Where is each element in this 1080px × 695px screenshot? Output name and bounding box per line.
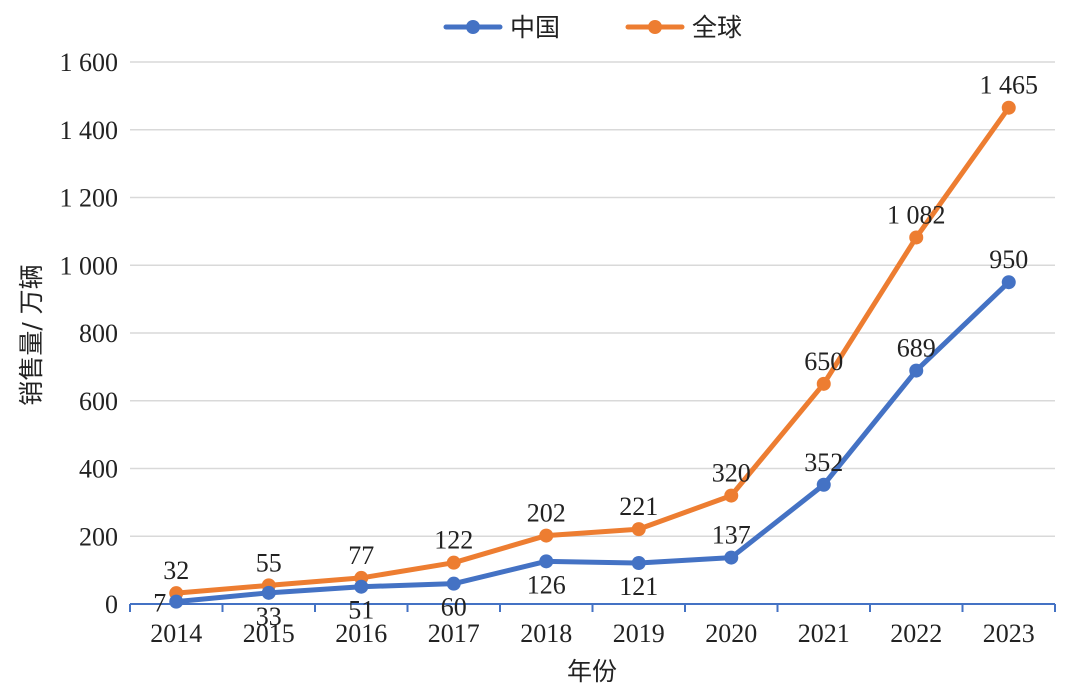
legend-label-global: 全球 <box>692 13 742 42</box>
data-label-china: 51 <box>348 596 374 625</box>
x-tick-label: 2022 <box>890 619 942 648</box>
data-label-china: 126 <box>527 570 566 599</box>
data-labels: 32 55 77 122 202 221 320 650 1 082 1 465 7 33 51 60 12… <box>153 71 1038 631</box>
data-label-china: 352 <box>804 448 843 477</box>
y-tick-label: 1 400 <box>60 116 119 145</box>
x-tick-label: 2023 <box>983 619 1035 648</box>
data-point-china <box>816 477 831 492</box>
y-tick-label: 600 <box>79 387 118 416</box>
data-label-china: 121 <box>619 572 658 601</box>
y-tick-label: 200 <box>79 522 118 551</box>
data-label-global: 77 <box>348 541 374 570</box>
y-tick-label: 1 200 <box>60 184 119 213</box>
data-point-china <box>539 554 554 569</box>
x-tick-label: 2021 <box>798 619 850 648</box>
y-tick-label: 1 600 <box>60 48 119 77</box>
x-tick-label: 2020 <box>705 619 757 648</box>
series-line-global <box>173 105 1012 596</box>
x-axis-title: 年份 <box>567 657 617 686</box>
x-tick-label: 2017 <box>428 619 480 648</box>
data-label-global: 320 <box>712 459 751 488</box>
data-point-china <box>169 594 184 609</box>
x-tick-label: 2014 <box>150 619 202 648</box>
data-point-china <box>631 556 646 571</box>
data-point-china <box>909 363 924 378</box>
series-points <box>169 100 1016 609</box>
y-tick-label: 800 <box>79 319 118 348</box>
series-lines <box>173 105 1012 605</box>
y-tick-label: 1 000 <box>60 251 119 280</box>
data-point-global <box>724 488 739 503</box>
x-tick-label: 2015 <box>243 619 295 648</box>
gridlines <box>130 61 1055 537</box>
data-label-china: 137 <box>712 521 751 550</box>
data-point-global <box>539 528 554 543</box>
data-label-global: 122 <box>434 526 473 555</box>
x-axis: 2014 2015 2016 2017 2018 2019 2020 2021 2022 2023 <box>129 603 1056 648</box>
data-point-global <box>1001 100 1016 115</box>
data-point-china <box>261 585 276 600</box>
data-label-global: 55 <box>256 548 282 577</box>
data-point-global <box>631 522 646 537</box>
data-point-global <box>816 376 831 391</box>
x-tick-label: 2016 <box>335 619 387 648</box>
data-point-china <box>1001 275 1016 290</box>
data-label-global: 202 <box>527 499 566 528</box>
legend-marker-china <box>466 20 480 34</box>
data-label-global: 221 <box>619 492 658 521</box>
data-point-china <box>724 550 739 565</box>
series-line-china <box>173 279 1012 605</box>
data-label-china: 689 <box>897 334 936 363</box>
legend: 中国 全球 <box>443 13 742 42</box>
data-label-china: 950 <box>989 245 1028 274</box>
x-tick-label: 2019 <box>613 619 665 648</box>
data-label-global: 32 <box>163 556 189 585</box>
y-axis-ticks: 0 200 400 600 800 1 000 1 200 1 400 1 600 <box>60 48 119 619</box>
data-point-global <box>446 555 461 570</box>
legend-label-china: 中国 <box>510 13 560 42</box>
data-point-global <box>909 230 924 245</box>
x-tick-label: 2018 <box>520 619 572 648</box>
data-label-china: 7 <box>153 589 166 618</box>
data-point-china <box>354 579 369 594</box>
data-label-global: 1 082 <box>887 200 946 229</box>
y-axis-title: 销售量/ 万辆 <box>17 264 46 405</box>
data-label-global: 650 <box>804 347 843 376</box>
data-label-china: 60 <box>441 593 467 622</box>
y-tick-label: 0 <box>105 590 118 619</box>
y-tick-label: 400 <box>79 455 118 484</box>
data-point-china <box>446 576 461 591</box>
legend-marker-global <box>648 20 662 34</box>
data-label-global: 1 465 <box>980 71 1039 100</box>
data-label-china: 33 <box>256 602 282 631</box>
